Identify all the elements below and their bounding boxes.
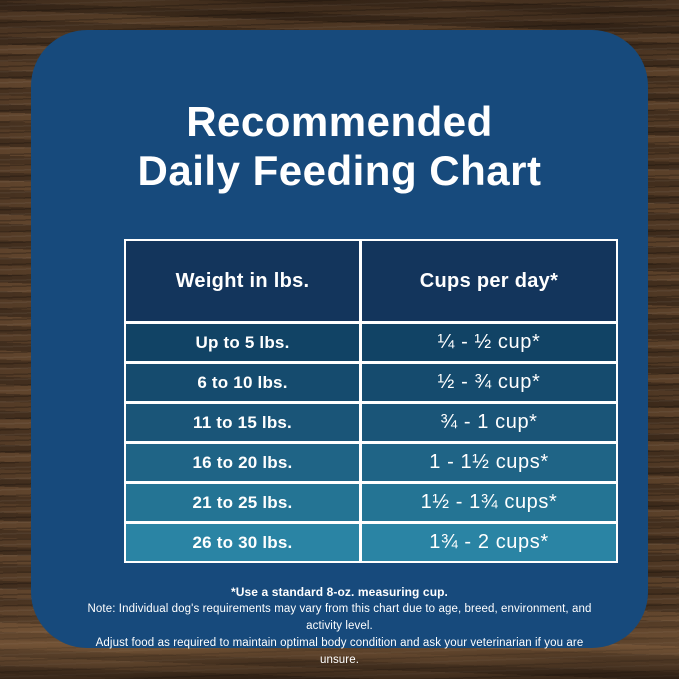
- table-cell-weight: 16 to 20 lbs.: [126, 444, 359, 481]
- chart-panel: Recommended Daily Feeding Chart Weight i…: [31, 30, 648, 666]
- table-cell-cups: ¼ - ½ cup*: [362, 324, 616, 361]
- title-line-2: Daily Feeding Chart: [137, 147, 542, 194]
- page-title: Recommended Daily Feeding Chart: [31, 97, 648, 195]
- table-cell-cups: 1¾ - 2 cups*: [362, 524, 616, 561]
- column-header-cups: Cups per day*: [362, 241, 616, 321]
- table-cell-weight: 11 to 15 lbs.: [126, 404, 359, 441]
- footnote-note-line-1: Note: Individual dog's requirements may …: [87, 603, 592, 632]
- feeding-table: Weight in lbs. Cups per day* Up to 5 lbs…: [124, 239, 618, 563]
- table-cell-weight: 26 to 30 lbs.: [126, 524, 359, 561]
- table-cell-cups: ½ - ¾ cup*: [362, 364, 616, 401]
- table-cell-cups: ¾ - 1 cup*: [362, 404, 616, 441]
- table-cell-weight: 6 to 10 lbs.: [126, 364, 359, 401]
- footnote-measuring-cup: *Use a standard 8-oz. measuring cup.: [231, 585, 448, 599]
- title-line-1: Recommended: [186, 98, 493, 145]
- table-cell-cups: 1 - 1½ cups*: [362, 444, 616, 481]
- footnote-note-line-2: Adjust food as required to maintain opti…: [95, 637, 584, 666]
- footnote: *Use a standard 8-oz. measuring cup. Not…: [79, 584, 600, 669]
- table-cell-weight: Up to 5 lbs.: [126, 324, 359, 361]
- column-header-weight: Weight in lbs.: [126, 241, 359, 321]
- table-cell-weight: 21 to 25 lbs.: [126, 484, 359, 521]
- table-cell-cups: 1½ - 1¾ cups*: [362, 484, 616, 521]
